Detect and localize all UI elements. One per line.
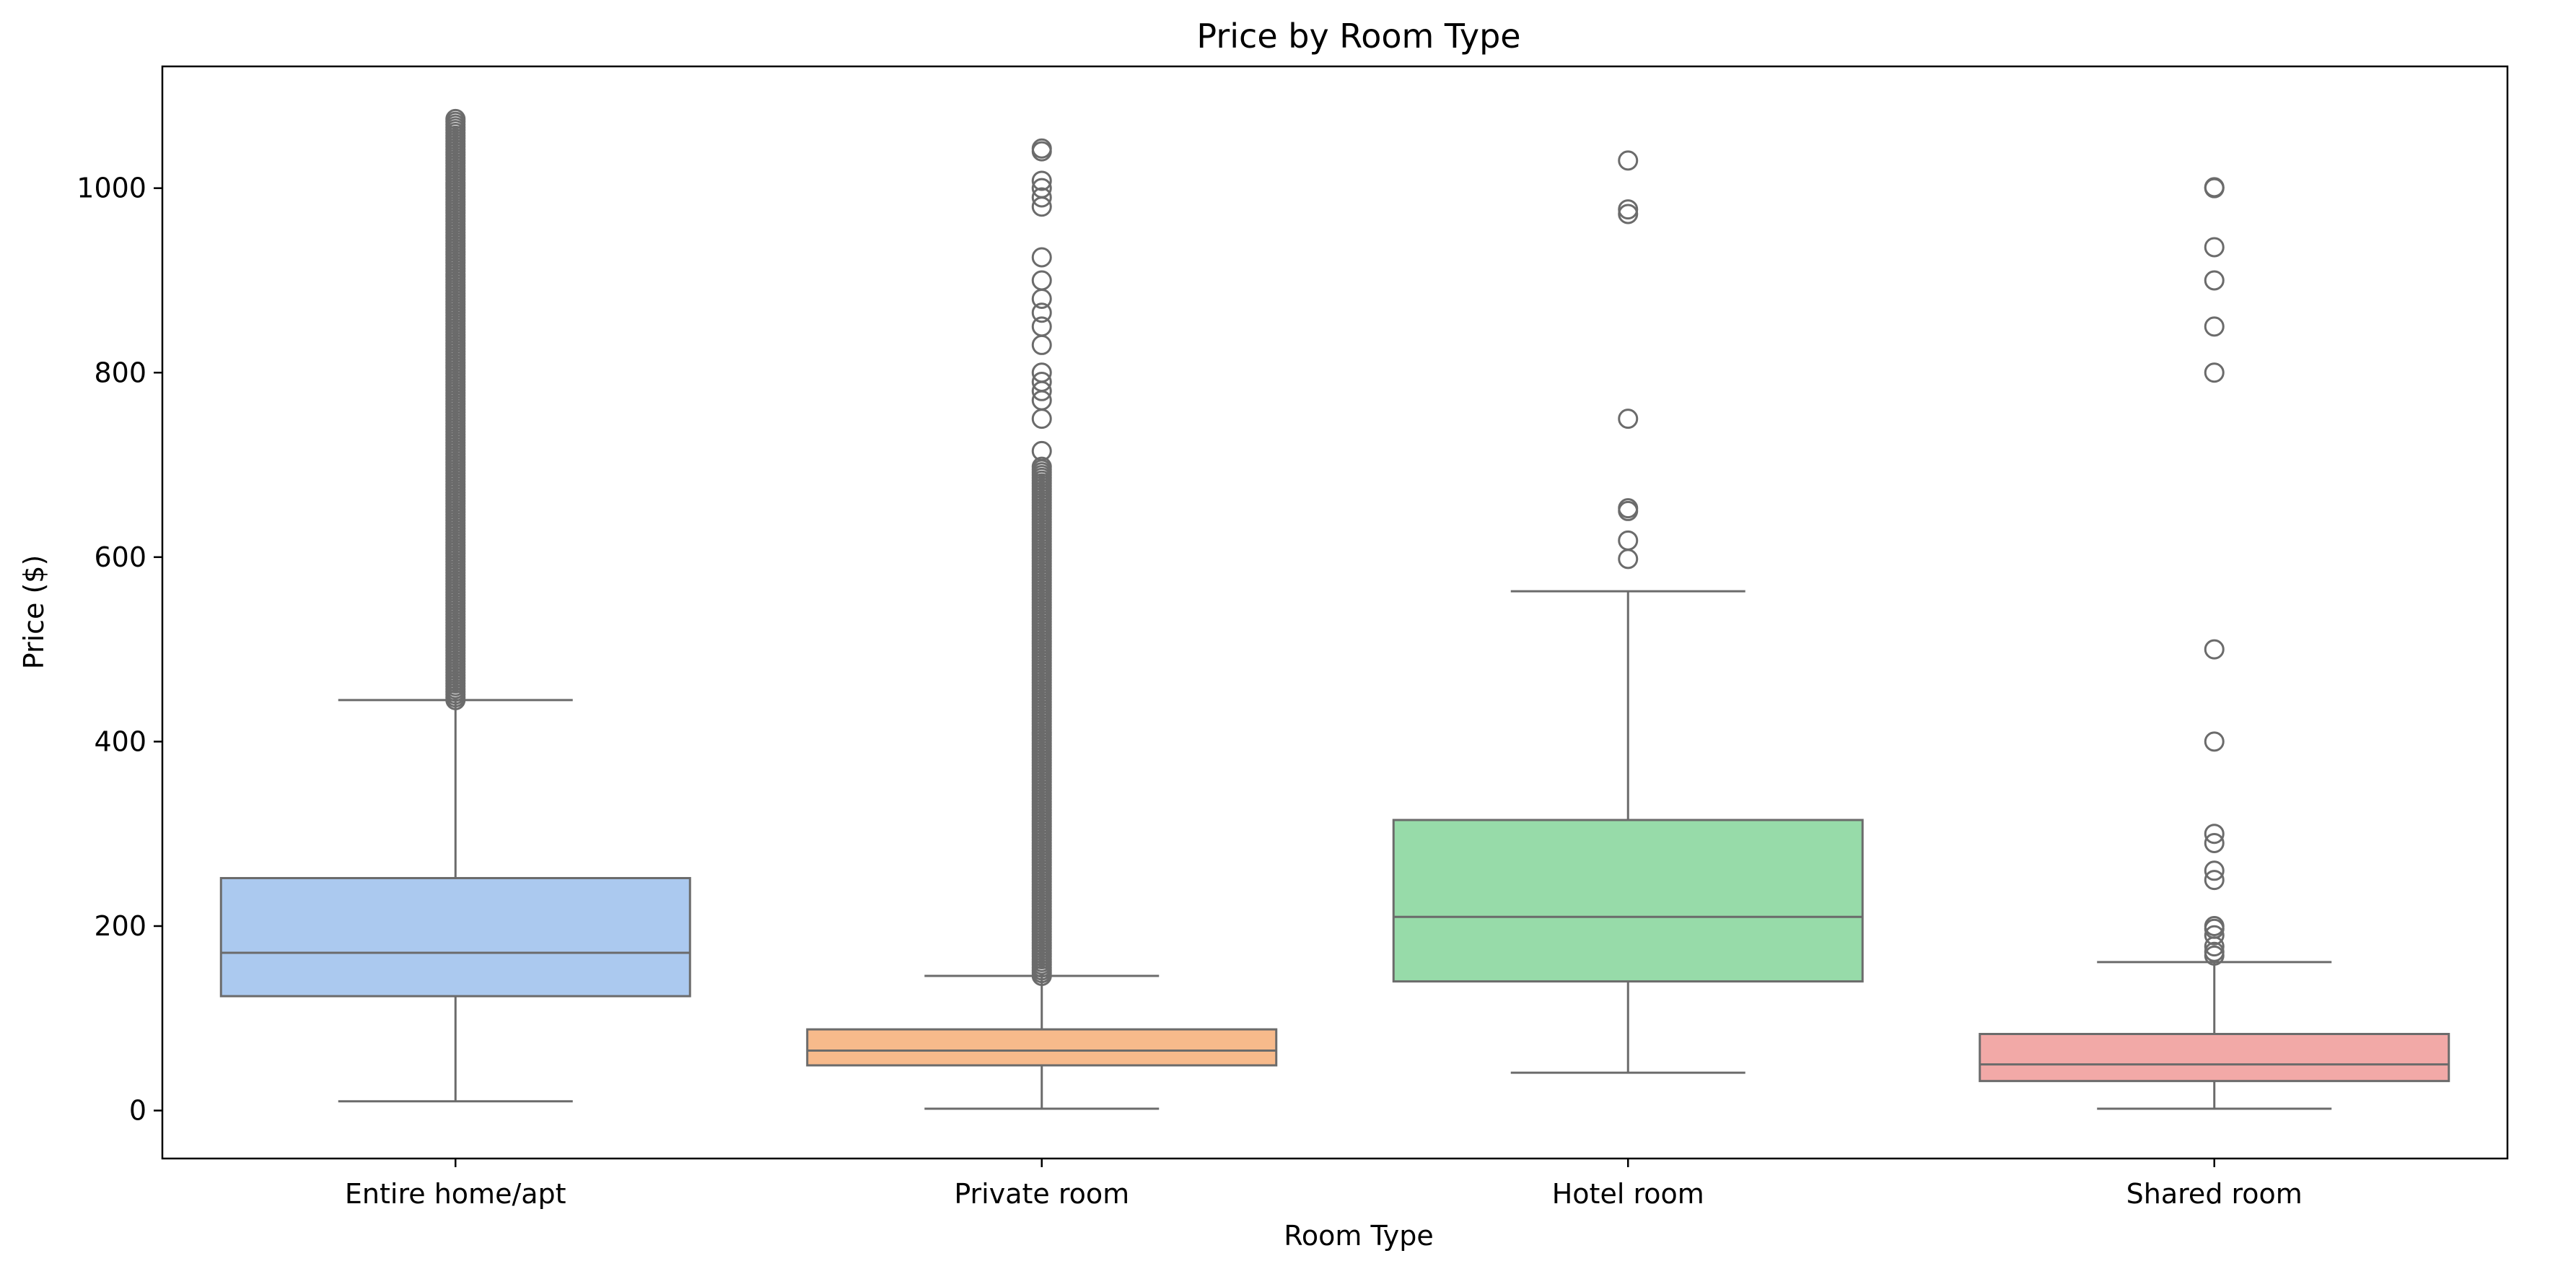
outlier-point bbox=[1618, 498, 1639, 519]
x-tick-label: Shared room bbox=[2126, 1178, 2303, 1210]
y-tick-label: 0 bbox=[129, 1095, 146, 1127]
y-tick-label: 1000 bbox=[76, 173, 146, 204]
y-axis-label: Price ($) bbox=[18, 555, 50, 670]
chart-title: Price by Room Type bbox=[1196, 17, 1520, 56]
outlier-point bbox=[2204, 177, 2225, 198]
outlier-point bbox=[2204, 731, 2225, 752]
outlier-point bbox=[1618, 199, 1639, 220]
outlier-point bbox=[1618, 549, 1639, 570]
outlier-point bbox=[1618, 204, 1639, 224]
outlier-point bbox=[1031, 289, 1052, 310]
box-group bbox=[1392, 150, 1864, 1074]
outlier-point bbox=[2204, 362, 2225, 383]
box-iqr bbox=[806, 1028, 1278, 1067]
x-axis: Entire home/apt Private room Hotel room Sha… bbox=[345, 1159, 2303, 1210]
outlier-point bbox=[2204, 639, 2225, 660]
outlier-point bbox=[2204, 832, 2225, 853]
outlier-point bbox=[2204, 870, 2225, 891]
outlier-point bbox=[2204, 925, 2225, 946]
outlier-point bbox=[1031, 270, 1052, 291]
outlier-point bbox=[1618, 409, 1639, 429]
outlier-point bbox=[2204, 237, 2225, 258]
box-group bbox=[1979, 177, 2450, 1110]
box-group bbox=[219, 108, 691, 1103]
y-tick-label: 200 bbox=[94, 910, 146, 942]
outlier-point bbox=[1031, 187, 1052, 208]
x-tick-label: Entire home/apt bbox=[345, 1178, 566, 1210]
y-axis: 0 200 400 600 800 1000 bbox=[76, 173, 162, 1127]
y-tick-label: 400 bbox=[94, 725, 146, 757]
outlier-point bbox=[1031, 440, 1052, 461]
outlier-point bbox=[2204, 824, 2225, 845]
outlier-point bbox=[1031, 247, 1052, 268]
outlier-point bbox=[1031, 170, 1052, 191]
box-iqr bbox=[1979, 1032, 2450, 1083]
outlier-point bbox=[1031, 316, 1052, 337]
y-tick-label: 600 bbox=[94, 541, 146, 573]
plot-area bbox=[219, 108, 2450, 1110]
box-group bbox=[806, 138, 1278, 1110]
outlier-point bbox=[2204, 270, 2225, 291]
outlier-point bbox=[2204, 316, 2225, 337]
outlier-point bbox=[1031, 334, 1052, 355]
outlier-point bbox=[1031, 372, 1052, 393]
outlier-point bbox=[1031, 138, 1052, 159]
box-iqr bbox=[219, 877, 691, 998]
outlier-point bbox=[2204, 860, 2225, 881]
x-axis-label: Room Type bbox=[1284, 1220, 1434, 1252]
outlier-point bbox=[1031, 456, 1052, 477]
box-iqr bbox=[1392, 819, 1864, 983]
outlier-point bbox=[1618, 530, 1639, 551]
outlier-point bbox=[1618, 150, 1639, 171]
y-tick-label: 800 bbox=[94, 357, 146, 388]
outlier-point bbox=[1031, 178, 1052, 198]
x-tick-label: Private room bbox=[954, 1178, 1129, 1210]
plot-frame bbox=[161, 65, 2509, 1160]
outlier-point bbox=[1031, 409, 1052, 429]
outlier-point bbox=[1031, 362, 1052, 383]
outlier-point bbox=[2204, 941, 2225, 962]
outlier-point bbox=[1031, 302, 1052, 323]
outlier-point bbox=[2204, 915, 2225, 936]
outlier-point bbox=[445, 108, 466, 129]
x-tick-label: Hotel room bbox=[1552, 1178, 1704, 1210]
